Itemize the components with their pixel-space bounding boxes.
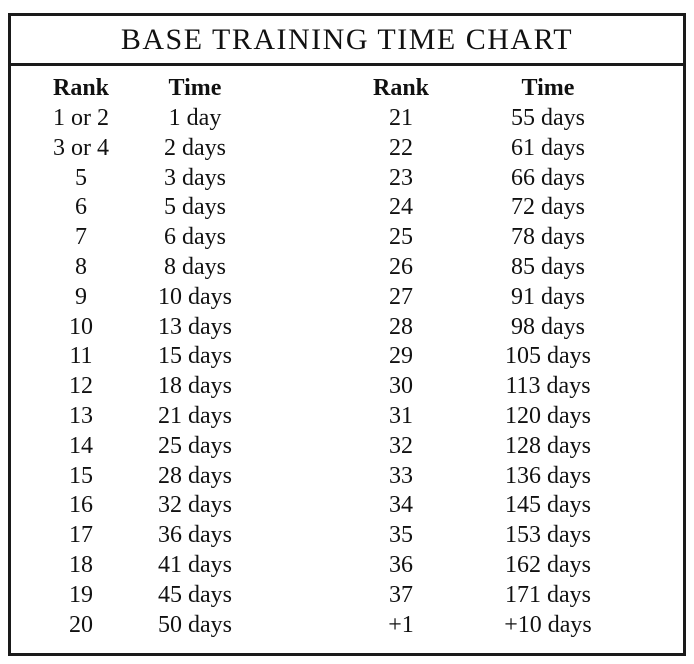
right-time-cell: 171 days	[505, 581, 591, 608]
right-time-header: Time	[521, 75, 575, 101]
right-rank-cell: 30	[389, 373, 413, 400]
right-rank-column: Rank 21 22 23 24 25 26 27 28 29 30 31 32 33 34 35 36 37 +…	[346, 74, 456, 640]
right-rank-cell: 35	[389, 522, 413, 549]
left-time-cell: 13 days	[158, 313, 232, 340]
right-rank-cell: 31	[389, 402, 413, 429]
left-time-cell: 28 days	[158, 462, 232, 489]
left-time-cell: 25 days	[158, 432, 232, 459]
left-rank-cell: 11	[69, 343, 93, 370]
right-time-cell: 153 days	[505, 522, 591, 549]
right-rank-header: Rank	[372, 75, 430, 101]
left-rank-cell: 16	[69, 492, 93, 519]
right-rank-cell: 25	[389, 224, 413, 251]
right-time-cell: 145 days	[505, 492, 591, 519]
right-time-cell: 55 days	[511, 105, 585, 131]
left-time-cell: 6 days	[164, 224, 226, 251]
right-rank-cell: +1	[388, 611, 414, 638]
left-time-cell: 5 days	[164, 194, 226, 221]
right-rank-cell: 26	[389, 253, 413, 280]
right-time-cell: 105 days	[505, 343, 591, 370]
left-rank-cell: 9	[75, 283, 87, 310]
right-time-column: Time 55 days 61 days 66 days 72 days 78 days…	[473, 74, 623, 640]
left-rank-cell: 13	[69, 402, 93, 429]
left-time-cell: 36 days	[158, 522, 232, 549]
title-bar: BASE TRAINING TIME CHART	[11, 16, 683, 66]
chart-title: BASE TRAINING TIME CHART	[120, 23, 574, 56]
left-rank-cell: 6	[75, 194, 87, 221]
left-rank-cell: 20	[69, 611, 93, 638]
right-time-cell: 78 days	[511, 224, 585, 251]
left-time-cell: 21 days	[158, 402, 232, 429]
right-time-cell: 66 days	[511, 164, 585, 191]
right-rank-cell: 29	[389, 343, 413, 370]
left-rank-cell: 3 or 4	[53, 134, 109, 161]
left-time-cell: 2 days	[164, 134, 226, 161]
left-time-cell: 50 days	[158, 611, 232, 638]
left-rank-cell: 10	[69, 313, 93, 340]
left-rank-cell: 7	[75, 224, 87, 251]
left-time-cell: 3 days	[164, 164, 226, 191]
left-time-cell: 18 days	[158, 373, 232, 400]
right-time-cell: 136 days	[505, 462, 591, 489]
right-rank-cell: 23	[389, 164, 413, 191]
left-rank-cell: 15	[69, 462, 93, 489]
right-time-cell: 91 days	[511, 283, 585, 310]
right-rank-cell: 34	[389, 492, 413, 519]
right-rank-cell: 36	[389, 551, 413, 578]
right-time-cell: 85 days	[511, 253, 585, 280]
right-time-cell: 61 days	[511, 134, 585, 161]
left-time-column: Time 1 day 2 days 3 days 5 days 6 days 8 days…	[129, 74, 261, 640]
right-rank-cell: 28	[389, 313, 413, 340]
right-time-cell: +10 days	[504, 611, 592, 638]
left-time-cell: 45 days	[158, 581, 232, 608]
left-rank-cell: 12	[69, 373, 93, 400]
right-rank-cell: 27	[389, 283, 413, 310]
left-time-cell: 8 days	[164, 253, 226, 280]
left-rank-cell: 5	[75, 164, 87, 191]
left-time-header: Time	[168, 75, 222, 101]
right-rank-cell: 32	[389, 432, 413, 459]
left-rank-cell: 17	[69, 522, 93, 549]
right-rank-cell: 33	[389, 462, 413, 489]
right-rank-cell: 24	[389, 194, 413, 221]
right-time-cell: 128 days	[505, 432, 591, 459]
right-time-cell: 113 days	[505, 373, 591, 400]
left-time-cell: 32 days	[158, 492, 232, 519]
left-rank-cell: 14	[69, 432, 93, 459]
right-rank-cell: 37	[389, 581, 413, 608]
left-rank-header: Rank	[52, 75, 110, 101]
right-time-cell: 162 days	[505, 551, 591, 578]
right-time-cell: 98 days	[511, 313, 585, 340]
right-time-cell: 120 days	[505, 402, 591, 429]
left-time-cell: 1 day	[168, 105, 222, 131]
left-rank-cell: 1 or 2	[53, 105, 109, 131]
left-rank-column: Rank 1 or 2 3 or 4 5 6 7 8 9 10 11 12 13 14 15 16 17 18…	[31, 74, 131, 640]
left-time-cell: 15 days	[158, 343, 232, 370]
right-time-cell: 72 days	[511, 194, 585, 221]
chart-frame: BASE TRAINING TIME CHART Rank 1 or 2 3 or…	[8, 13, 686, 656]
left-time-cell: 41 days	[158, 551, 232, 578]
left-rank-cell: 18	[69, 551, 93, 578]
right-rank-cell: 21	[389, 105, 413, 131]
left-rank-cell: 8	[75, 253, 87, 280]
left-time-cell: 10 days	[158, 283, 232, 310]
left-rank-cell: 19	[69, 581, 93, 608]
right-rank-cell: 22	[389, 134, 413, 161]
